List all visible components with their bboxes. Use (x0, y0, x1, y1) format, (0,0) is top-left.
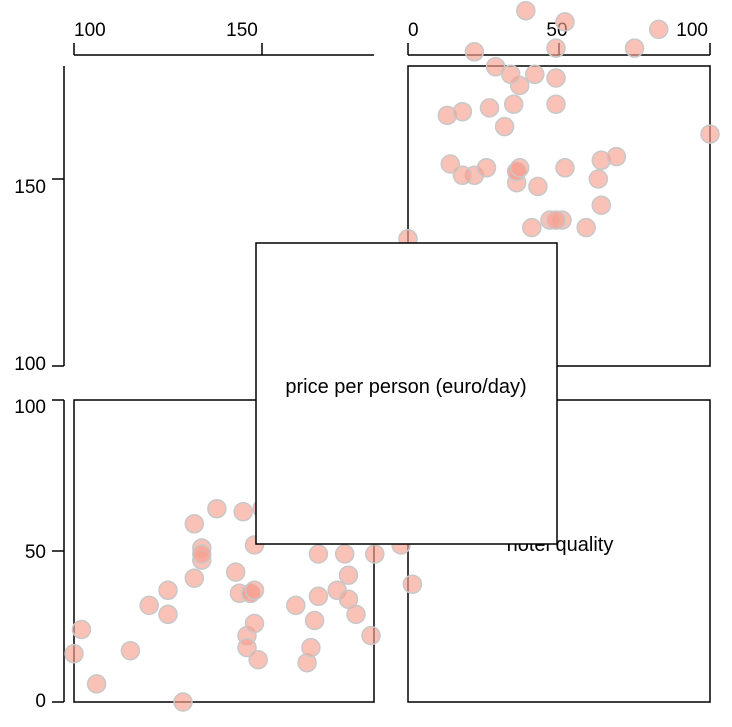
data-point (365, 544, 385, 564)
data-point (244, 580, 265, 601)
data-point (64, 643, 84, 664)
data-point (346, 604, 366, 625)
data-point (546, 94, 566, 114)
data-point (476, 158, 497, 178)
data-point (479, 98, 500, 118)
data-point (402, 574, 423, 594)
data-point (237, 637, 257, 658)
data-point (361, 625, 381, 646)
data-point (525, 64, 545, 85)
data-point (522, 217, 542, 238)
data-point (648, 19, 669, 40)
data-point (248, 649, 268, 670)
data-point (334, 544, 355, 564)
data-point (139, 595, 159, 616)
data-point (700, 124, 720, 144)
data-point (120, 640, 141, 661)
data-point (192, 544, 212, 564)
top-axis-left: 100 150 (73, 20, 374, 56)
data-point (308, 586, 329, 607)
cell-diagonal-price (255, 242, 558, 545)
data-point (225, 562, 246, 582)
data-point (304, 610, 325, 631)
data-point (485, 57, 506, 77)
data-point (233, 501, 253, 522)
data-point (184, 568, 205, 588)
data-point (158, 604, 178, 625)
left-axis-bottom: 100 50 0 (14, 397, 65, 712)
data-point (184, 514, 205, 534)
data-point (494, 116, 515, 137)
data-point (301, 637, 321, 658)
tick-label: 100 (14, 354, 46, 375)
data-point (546, 38, 566, 58)
tick-label: 50 (25, 542, 46, 563)
data-point (158, 580, 178, 601)
tick-label: 100 (676, 20, 708, 41)
left-axis-top: 150 100 (14, 66, 65, 375)
data-point (555, 158, 575, 178)
tick-label: 150 (226, 20, 258, 41)
data-point (452, 165, 473, 186)
data-point (528, 176, 548, 197)
data-point (509, 158, 530, 178)
data-point (86, 674, 107, 694)
data-point (173, 692, 193, 712)
data-point (588, 169, 609, 189)
tick-label: 100 (74, 20, 106, 41)
data-point (503, 94, 524, 114)
data-point (244, 613, 265, 634)
tick-label: 0 (35, 691, 46, 712)
data-point (624, 38, 645, 58)
data-point (452, 101, 473, 122)
data-point (546, 210, 566, 230)
data-point (440, 154, 461, 174)
data-point (516, 0, 536, 21)
data-point (555, 12, 575, 32)
data-point (338, 565, 359, 585)
data-point (308, 544, 329, 564)
data-point (591, 195, 612, 215)
variable-label-price: price per person (euro/day) (285, 376, 526, 398)
data-point (286, 595, 306, 616)
tick-label: 150 (14, 177, 46, 198)
tick-label: 0 (408, 20, 419, 41)
data-point (606, 146, 627, 167)
data-point (71, 619, 92, 640)
data-point (464, 42, 485, 62)
data-point (207, 498, 227, 519)
data-point (576, 217, 596, 238)
tick-label: 100 (14, 397, 46, 418)
data-point (546, 68, 566, 88)
